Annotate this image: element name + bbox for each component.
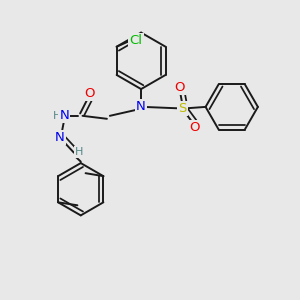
- Text: O: O: [84, 87, 94, 100]
- Text: N: N: [55, 131, 65, 144]
- Text: Cl: Cl: [129, 34, 142, 47]
- Text: N: N: [136, 100, 146, 113]
- Text: S: S: [178, 102, 187, 115]
- Text: N: N: [59, 109, 69, 122]
- Text: H: H: [75, 147, 83, 157]
- Text: H: H: [53, 110, 61, 121]
- Text: O: O: [189, 121, 200, 134]
- Text: O: O: [175, 81, 185, 94]
